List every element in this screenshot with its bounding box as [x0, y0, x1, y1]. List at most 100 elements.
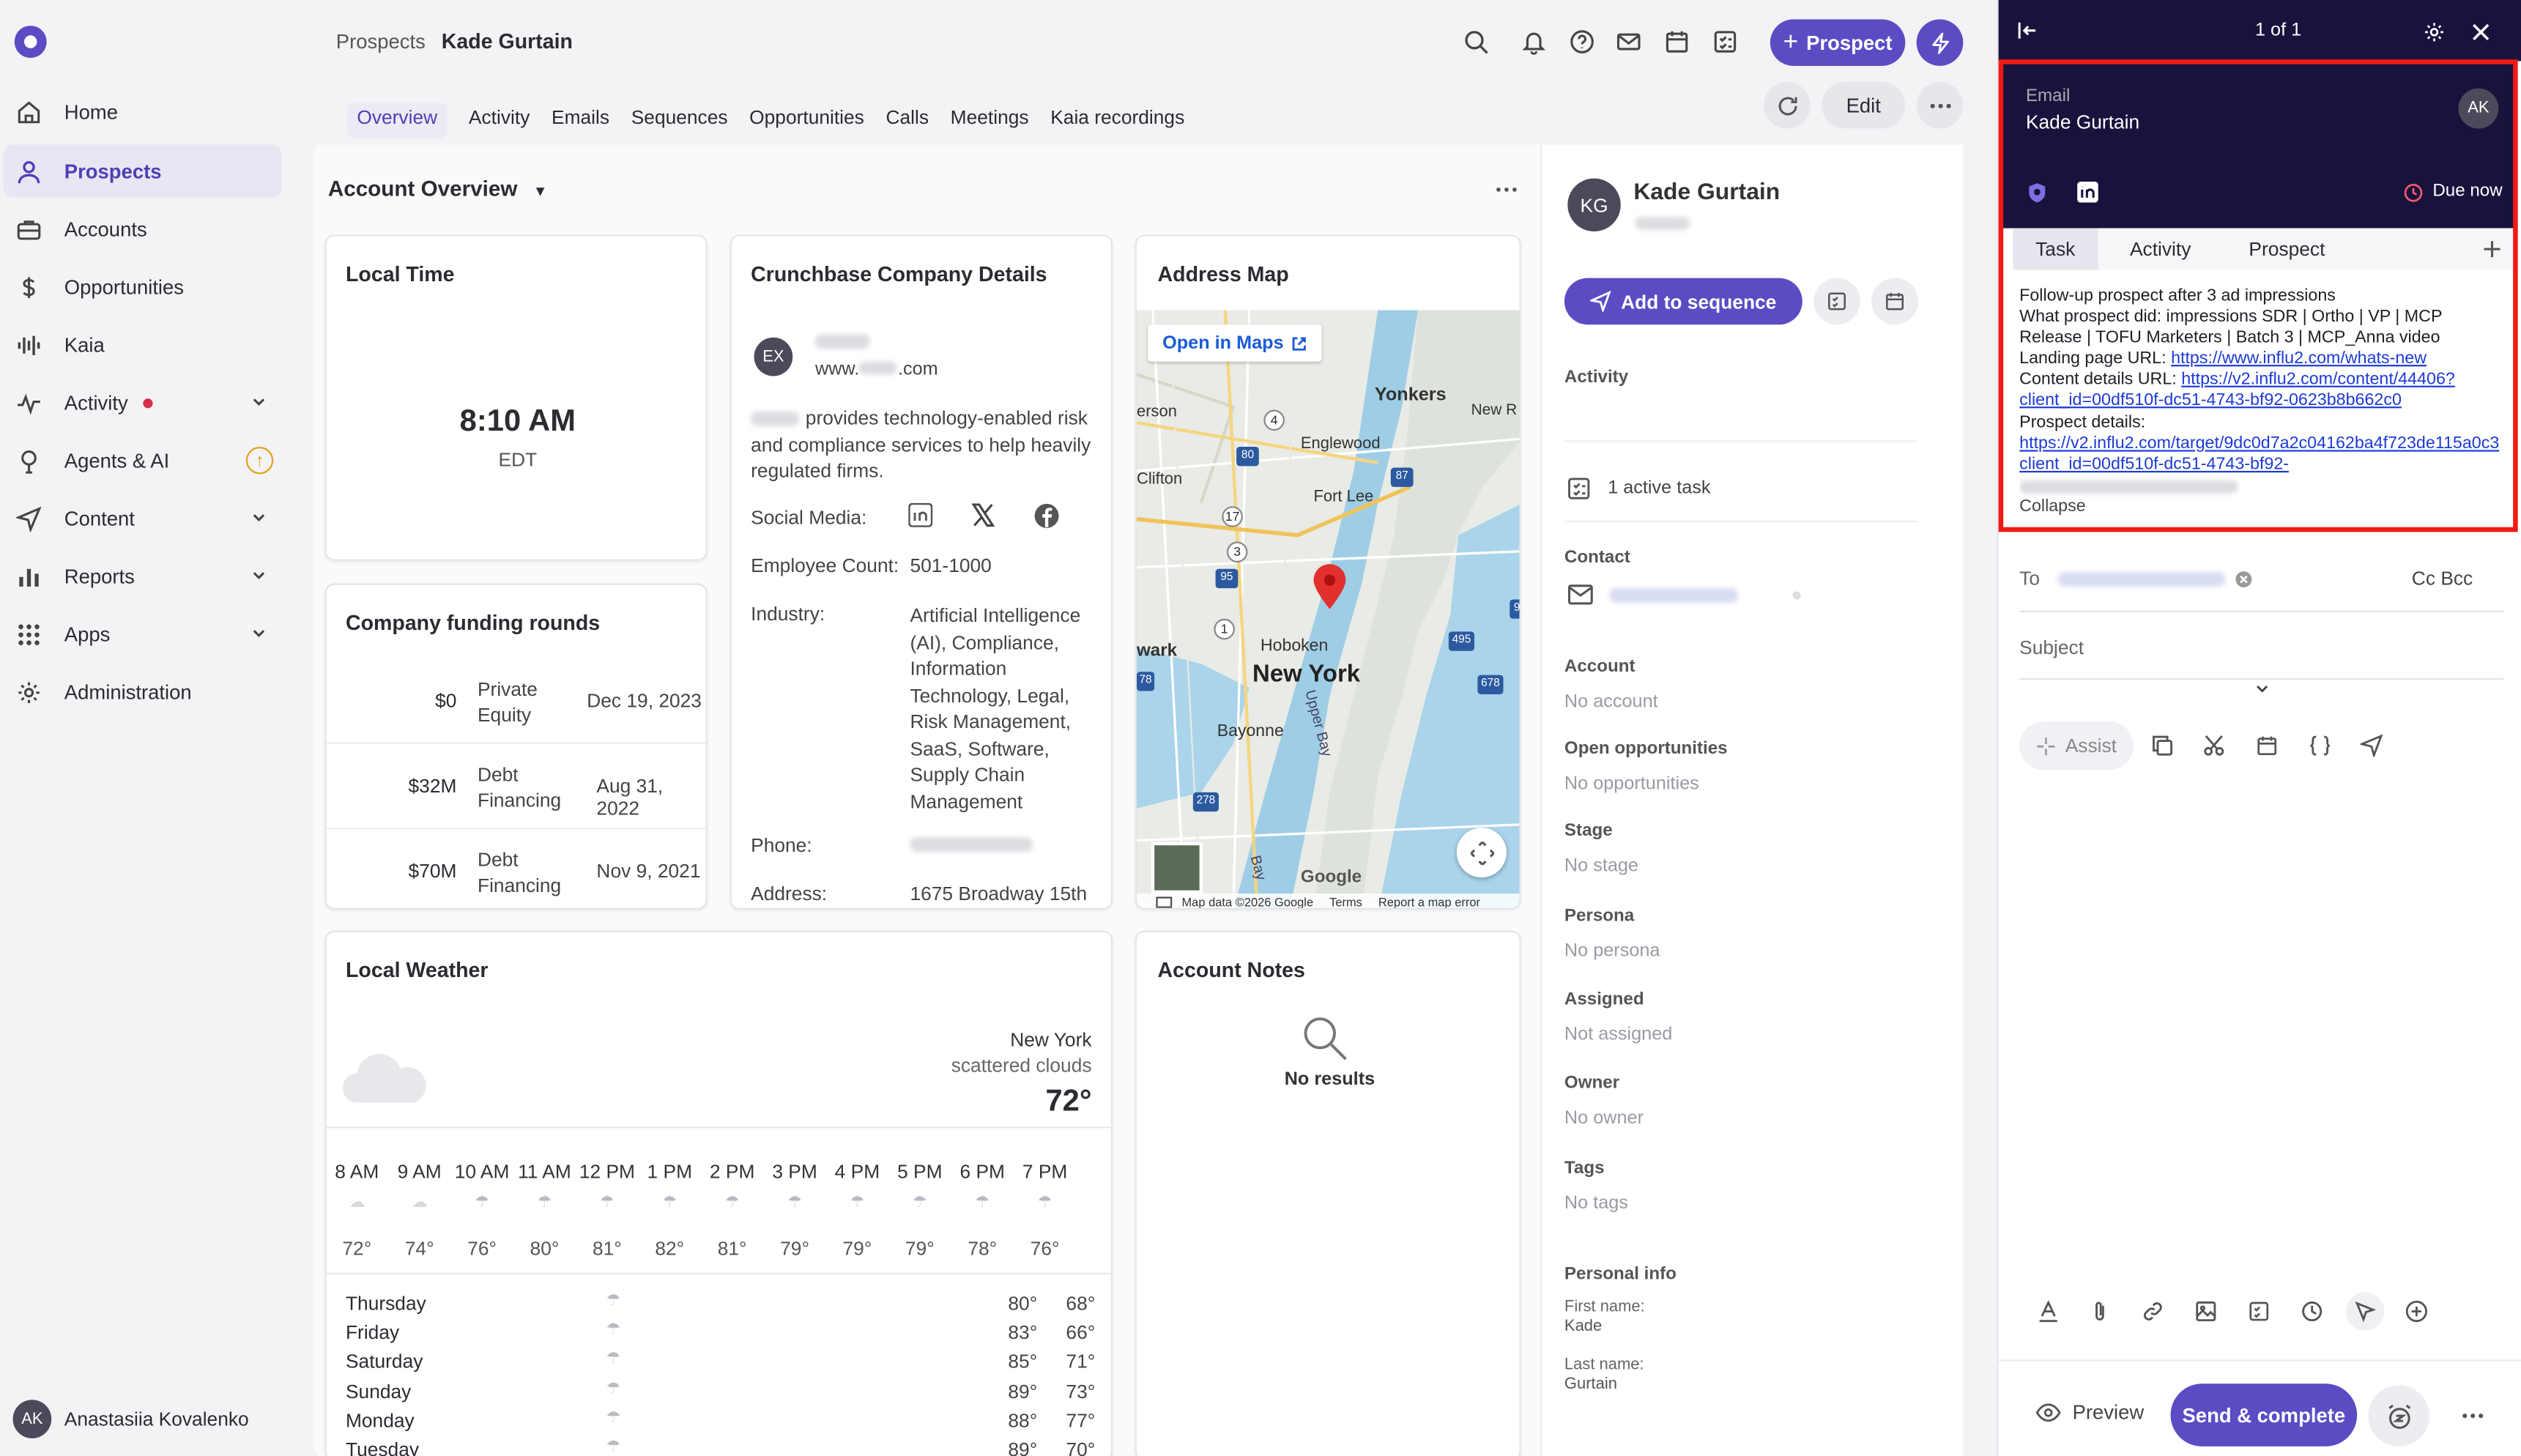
sidebar-item-home[interactable]: Home [0, 85, 289, 138]
sidebar-item-activity[interactable]: Activity [0, 376, 289, 428]
snippet-button[interactable] [2194, 727, 2233, 765]
schedule-send-button[interactable] [2292, 1292, 2331, 1331]
tab-emails[interactable]: Emails [552, 105, 610, 129]
close-icon[interactable] [2471, 23, 2490, 42]
field-value[interactable]: No tags [1564, 1194, 1628, 1214]
add-to-sequence-button[interactable]: Add to sequence [1564, 278, 1802, 325]
facebook-icon[interactable] [1034, 503, 1060, 529]
gear-icon[interactable] [2423, 21, 2446, 44]
refresh-button[interactable] [1764, 81, 1811, 129]
add-prospect-button[interactable]: + Prospect [1770, 19, 1906, 66]
field-value[interactable]: No stage [1564, 856, 1638, 876]
plus-icon[interactable] [2482, 239, 2501, 259]
tab-opportunities[interactable]: Opportunities [749, 105, 864, 129]
chevron-down-icon[interactable] [2254, 683, 2271, 697]
task-list-icon[interactable] [1712, 29, 1738, 54]
subject-input[interactable]: Subject [2019, 636, 2084, 659]
calendar-icon[interactable] [1664, 29, 1690, 54]
user-profile[interactable]: AK Anastasiia Kovalenko [12, 1400, 249, 1438]
tracking-button[interactable] [2345, 1292, 2385, 1331]
cc-bcc-toggle[interactable]: Cc Bcc [2411, 567, 2473, 590]
mail-icon[interactable] [1616, 29, 1641, 54]
tab-prospect[interactable]: Prospect [2249, 237, 2325, 261]
collapse-panel-icon[interactable] [2018, 21, 2037, 40]
task-prospect-name[interactable]: Kade Gurtain [2025, 111, 2140, 134]
prospect-details-link[interactable]: https://v2.influ2.com/target/9dc0d7a2c04… [2019, 433, 2500, 453]
landing-page-link[interactable]: https://www.influ2.com/whats-new [2171, 349, 2427, 369]
sidebar-item-kaia[interactable]: Kaia [0, 318, 289, 371]
tab-sequences[interactable]: Sequences [631, 105, 728, 129]
breadcrumb-parent[interactable]: Prospects [335, 30, 426, 53]
chevron-down-icon[interactable] [250, 625, 267, 642]
attach-button[interactable] [2081, 1292, 2120, 1331]
x-twitter-icon[interactable] [971, 503, 995, 527]
map-terms-link[interactable]: Terms [1329, 895, 1362, 910]
variables-button[interactable] [2301, 727, 2339, 765]
sidebar-item-reports[interactable]: Reports [0, 549, 289, 602]
template-button[interactable] [2240, 1292, 2279, 1331]
tab-activity[interactable]: Activity [468, 105, 530, 129]
keyboard-icon[interactable] [1156, 896, 1173, 908]
sidebar-item-administration[interactable]: Administration [0, 665, 289, 718]
open-in-maps-link[interactable]: Open in Maps [1148, 324, 1323, 362]
remove-recipient-icon[interactable] [2235, 571, 2252, 588]
more-horizontal-icon[interactable] [1496, 187, 1518, 193]
bell-icon[interactable] [1521, 29, 1547, 55]
chevron-down-icon[interactable] [250, 568, 267, 584]
prospect-details-link-cont[interactable]: client_id=00df510f-dc51-4743-bf92- [2019, 454, 2290, 474]
account-overview-dropdown[interactable]: Account Overview ▼ [328, 177, 548, 201]
sidebar-item-prospects[interactable]: Prospects [3, 144, 282, 198]
add-more-button[interactable] [2397, 1292, 2436, 1331]
tab-calls[interactable]: Calls [885, 105, 929, 129]
content-details-link[interactable]: https://v2.influ2.com/content/44406? [2181, 370, 2455, 390]
create-task-button[interactable] [1813, 278, 1860, 325]
sidebar-item-accounts[interactable]: Accounts [0, 202, 289, 255]
snooze-button[interactable] [2368, 1385, 2429, 1446]
tab-task[interactable]: Task [2013, 228, 2098, 270]
more-options-button[interactable] [1916, 81, 1964, 129]
insert-link-button[interactable] [2134, 1292, 2172, 1331]
collapse-link[interactable]: Collapse [2019, 496, 2086, 516]
field-value[interactable]: No owner [1564, 1109, 1644, 1129]
sidebar-item-opportunities[interactable]: Opportunities [0, 260, 289, 313]
shield-icon[interactable] [2026, 182, 2049, 204]
linkedin-icon[interactable] [908, 502, 933, 527]
more-horizontal-icon[interactable] [2462, 1413, 2484, 1419]
report-map-error-link[interactable]: Report a map error [1378, 895, 1480, 910]
send-and-complete-button[interactable]: Send & complete [2170, 1383, 2358, 1446]
assist-button[interactable]: Assist [2019, 721, 2134, 770]
field-value[interactable]: No opportunities [1564, 774, 1699, 794]
tab-kaia-recordings[interactable]: Kaia recordings [1050, 105, 1185, 129]
chevron-down-icon[interactable] [250, 394, 267, 410]
field-value[interactable]: Not assigned [1564, 1025, 1673, 1045]
quick-actions-button[interactable] [1916, 19, 1964, 66]
chevron-down-icon[interactable] [250, 510, 267, 526]
meeting-link-button[interactable] [2248, 727, 2287, 765]
text-format-button[interactable] [2029, 1292, 2068, 1331]
tab-overview[interactable]: Overview [347, 103, 448, 138]
company-website[interactable]: www. .com [815, 360, 938, 379]
influ2-logo-icon[interactable] [2076, 180, 2100, 204]
edit-button[interactable]: Edit [1822, 81, 1906, 129]
map-fullscreen-button[interactable] [1456, 828, 1507, 878]
sidebar-item-content[interactable]: Content [0, 491, 289, 544]
map-view[interactable]: Open in Maps Yonkers Englewood Fort Lee … [1137, 310, 1520, 910]
help-icon[interactable] [1570, 29, 1595, 54]
active-task-link[interactable]: 1 active task [1566, 476, 1711, 502]
sidebar-item-agents-ai[interactable]: Agents & AI ↑ [0, 434, 289, 486]
sidebar-item-apps[interactable]: Apps [0, 607, 289, 660]
preview-button[interactable]: Preview [2035, 1401, 2144, 1424]
search-icon[interactable] [1463, 29, 1489, 54]
schedule-meeting-button[interactable] [1871, 278, 1918, 325]
insert-image-button[interactable] [2186, 1292, 2225, 1331]
content-details-link-cont[interactable]: client_id=00df510f-dc51-4743-bf92-0623b8… [2019, 391, 2402, 411]
send-later-button[interactable] [2353, 727, 2391, 765]
app-logo[interactable] [14, 26, 47, 58]
mail-icon[interactable] [1567, 584, 1593, 606]
tab-meetings[interactable]: Meetings [950, 105, 1029, 129]
recipient-chip[interactable] [2052, 565, 2254, 593]
field-value[interactable]: No persona [1564, 941, 1660, 962]
field-value[interactable]: No account [1564, 692, 1658, 713]
copy-button[interactable] [2143, 727, 2182, 765]
tab-activity[interactable]: Activity [2129, 237, 2191, 261]
